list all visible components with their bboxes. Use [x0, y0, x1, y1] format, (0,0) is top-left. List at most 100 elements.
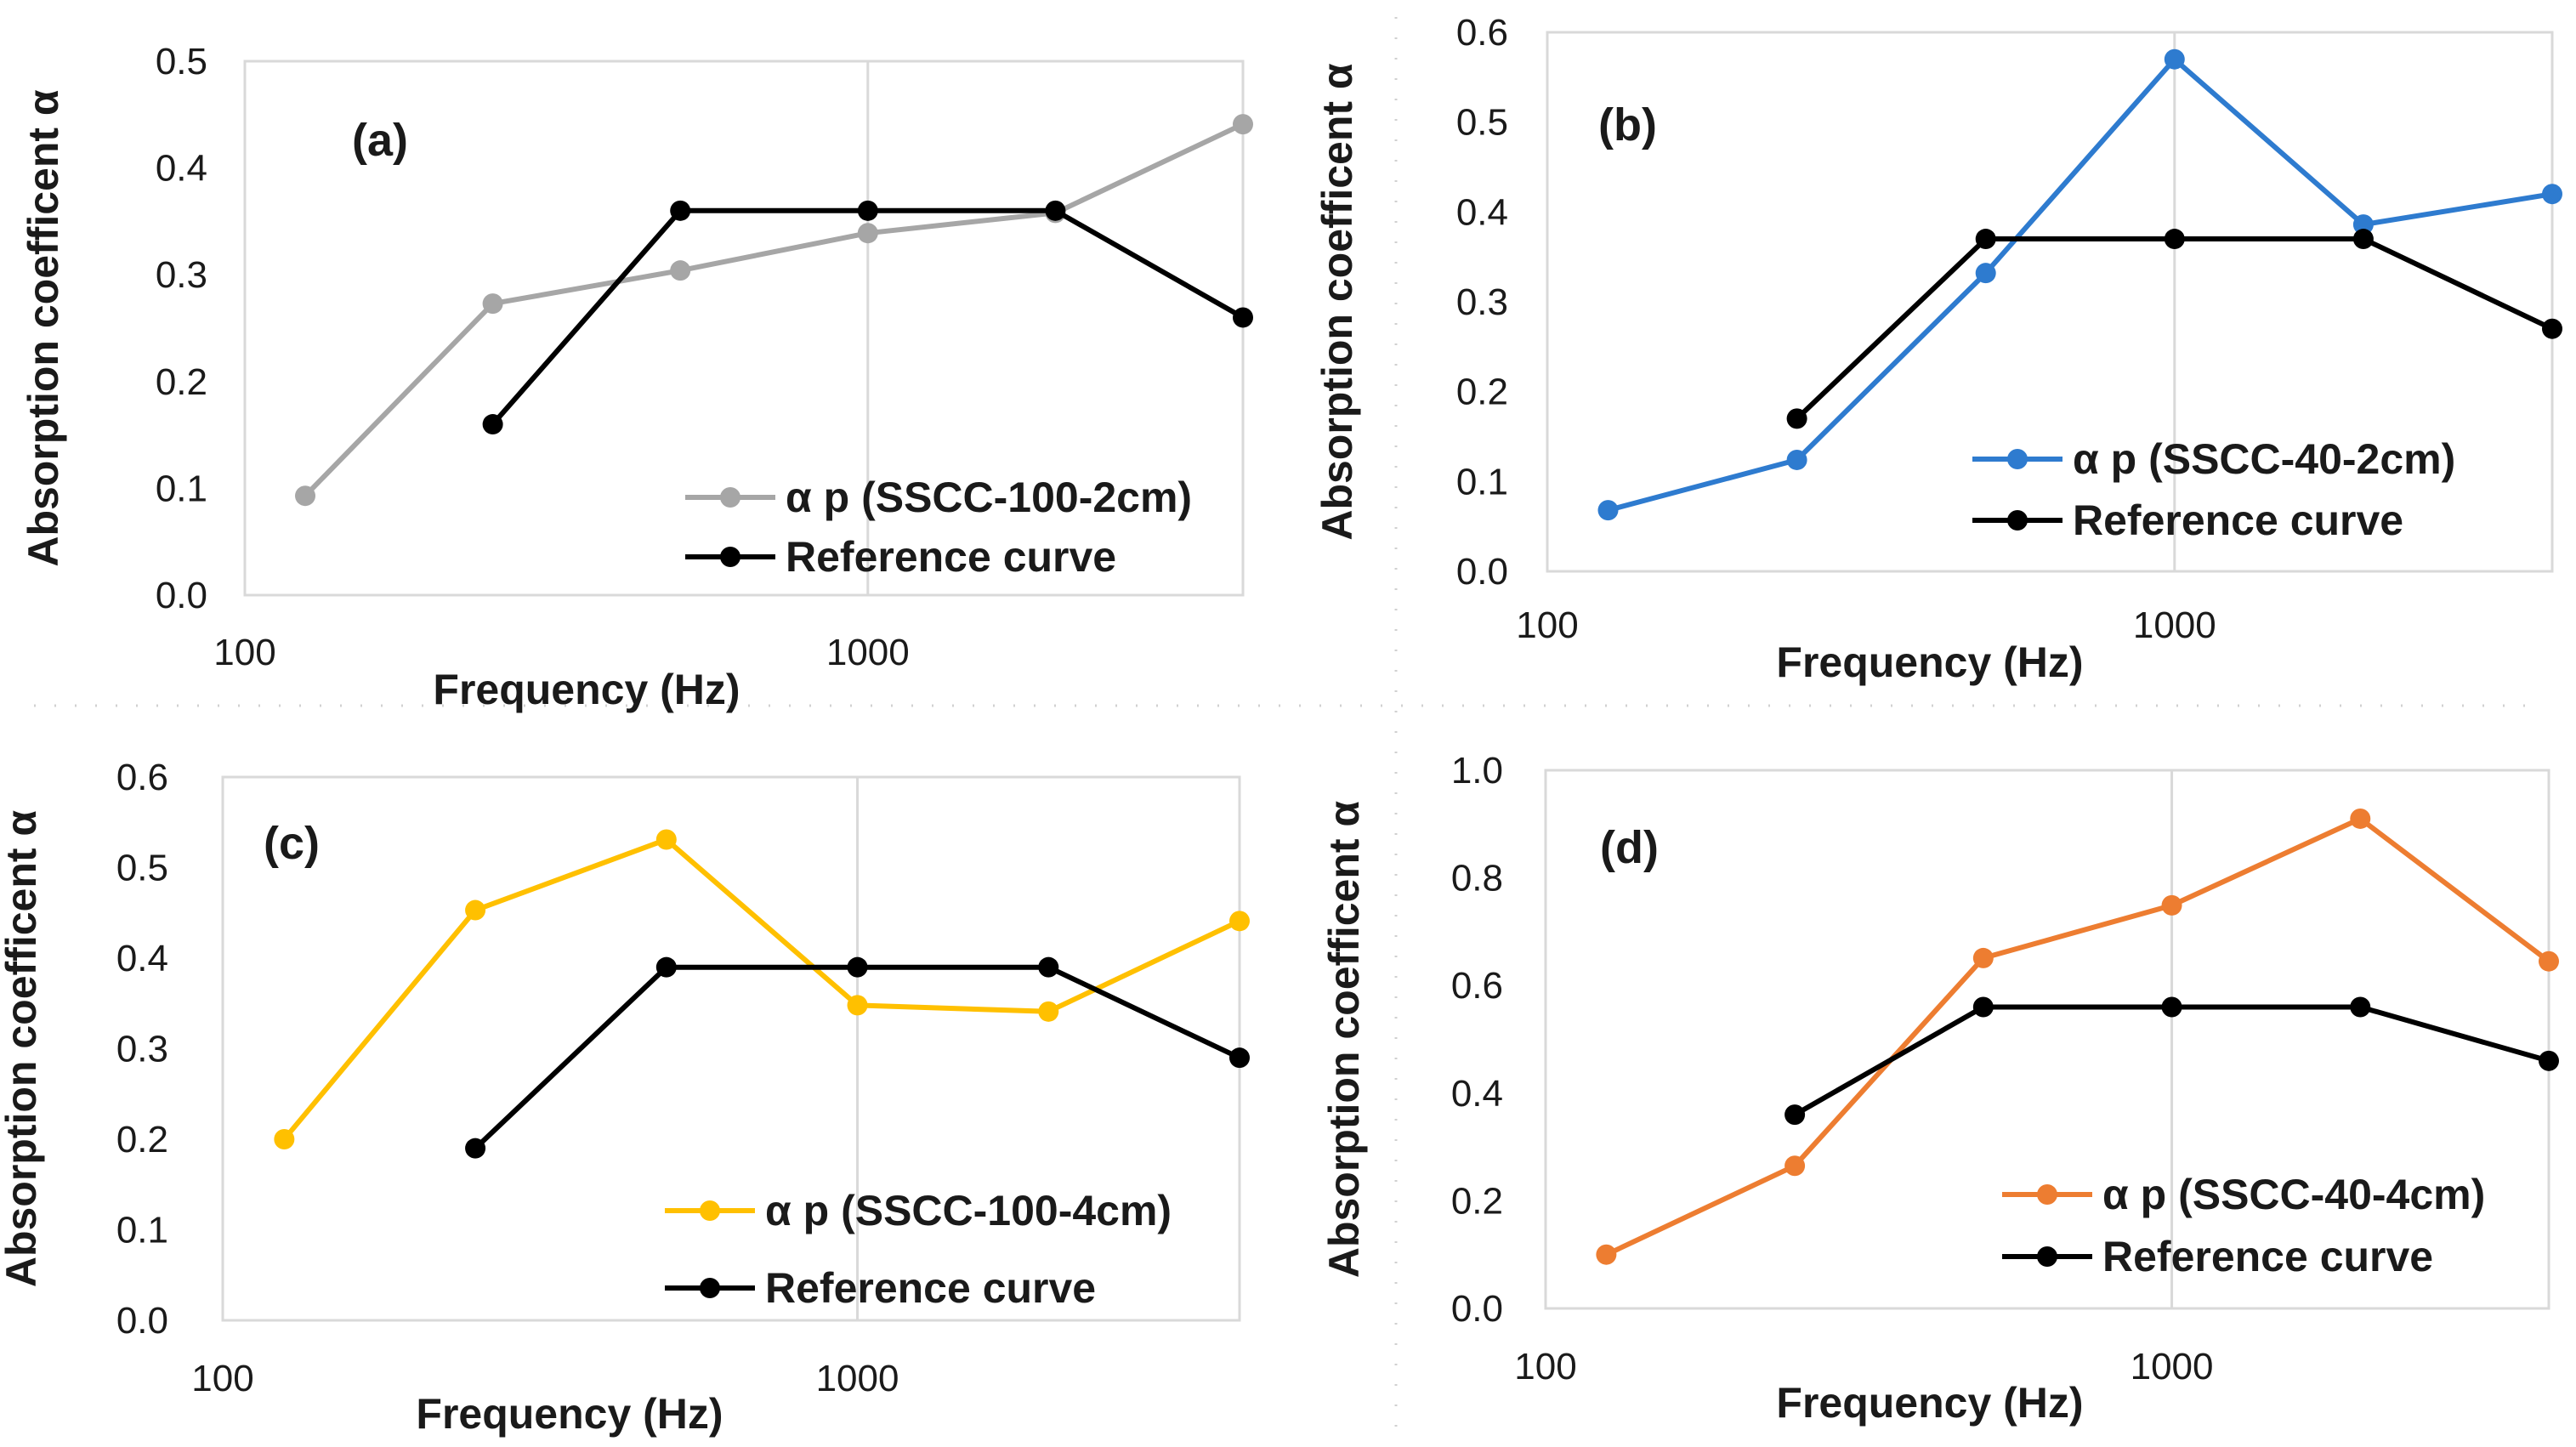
data-point — [670, 260, 691, 281]
series-measured — [1597, 48, 2562, 521]
data-point — [465, 1138, 486, 1159]
plot-area-frame — [1546, 31, 2554, 573]
panel-label: (c) — [264, 818, 320, 869]
legend: α p (SSCC-100-4cm) Reference curve — [665, 1187, 1172, 1312]
legend-label: Reference curve — [2073, 497, 2403, 544]
y-tick-label: 0.3 — [1456, 281, 1508, 323]
legend-swatch-marker — [2037, 1184, 2057, 1205]
y-tick-label: 0.3 — [116, 1029, 168, 1070]
data-point — [2164, 229, 2185, 250]
legend-swatch-marker — [700, 1200, 720, 1221]
legend-swatch-marker — [720, 487, 740, 508]
x-tick-label: 1000 — [2133, 604, 2216, 646]
legend-label: α p (SSCC-40-4cm) — [2102, 1171, 2485, 1218]
data-point — [2542, 184, 2562, 205]
y-tick-label: 0.0 — [116, 1300, 168, 1342]
data-point — [1229, 911, 1250, 932]
y-tick-label: 0.4 — [116, 938, 168, 979]
plot-area-frame — [243, 60, 1245, 597]
legend-swatch-marker — [2037, 1246, 2057, 1267]
plot-area-frame — [1544, 769, 2550, 1310]
y-tick-label: 0.4 — [1456, 191, 1508, 233]
x-axis-title: Frequency (Hz) — [433, 666, 740, 713]
y-tick-label: 0.5 — [1456, 102, 1508, 144]
y-tick-label: 0.2 — [116, 1119, 168, 1160]
data-point — [2542, 318, 2562, 339]
x-axis-title: Frequency (Hz) — [416, 1390, 723, 1438]
y-tick-label: 0.1 — [1456, 461, 1508, 502]
chart-a: 100 1000 0.0 0.1 0.2 0.3 0.4 0.5 Frequency (Hz) A… — [20, 41, 1253, 713]
legend-swatch-marker — [700, 1278, 720, 1298]
panel-label: (d) — [1600, 822, 1659, 873]
y-tick-label: 0.0 — [1456, 551, 1508, 593]
legend: α p (SSCC-40-4cm) Reference curve — [2002, 1171, 2485, 1280]
data-point — [482, 414, 503, 435]
legend-label: Reference curve — [2102, 1233, 2433, 1280]
data-point — [2539, 950, 2559, 972]
panel-label: (b) — [1598, 99, 1657, 150]
x-axis-title: Frequency (Hz) — [1776, 1379, 2083, 1427]
data-point — [2161, 894, 2182, 916]
data-point — [847, 956, 868, 978]
data-point — [655, 956, 677, 978]
legend-label: Reference curve — [786, 533, 1116, 581]
y-tick-label: 0.4 — [1451, 1073, 1503, 1115]
panel-label: (a) — [352, 115, 408, 166]
y-tick-label: 0.6 — [1456, 12, 1508, 54]
series-line — [1607, 56, 2553, 513]
y-tick-label: 0.3 — [156, 254, 207, 296]
y-tick-label: 0.2 — [1451, 1180, 1503, 1222]
y-tick-label: 0.0 — [1451, 1288, 1503, 1330]
y-tick-label: 0.1 — [156, 468, 207, 509]
x-tick-label: 100 — [1514, 1346, 1576, 1387]
data-point — [1229, 1047, 1250, 1069]
y-tick-label: 0.6 — [1451, 965, 1503, 1007]
data-point — [1784, 1155, 1806, 1177]
y-tick-label: 0.4 — [156, 148, 207, 190]
x-tick-label: 100 — [1516, 604, 1578, 646]
x-tick-label: 100 — [191, 1358, 253, 1399]
data-point — [2350, 996, 2371, 1018]
data-point — [1786, 408, 1807, 429]
legend-label: α p (SSCC-100-4cm) — [765, 1187, 1172, 1234]
series-measured — [1596, 808, 2559, 1265]
chart-b: 100 1000 0.0 0.1 0.2 0.3 0.4 0.5 0.6 Frequency (H… — [1314, 12, 2562, 686]
legend-swatch-marker — [2007, 449, 2028, 469]
y-axis-title: Absorption coefficent α — [0, 810, 45, 1288]
y-tick-label: 0.2 — [1456, 372, 1508, 413]
x-tick-label: 1000 — [826, 632, 910, 673]
chart-c: 100 1000 0.0 0.1 0.2 0.3 0.4 0.5 0.6 Frequency (H… — [0, 757, 1250, 1438]
data-point — [1233, 307, 1253, 328]
data-point — [1233, 114, 1253, 135]
series-reference — [465, 956, 1250, 1159]
data-point — [295, 485, 316, 507]
series-line — [303, 122, 1245, 498]
series-measured — [295, 114, 1253, 507]
series-line — [281, 837, 1241, 1141]
y-tick-label: 0.2 — [156, 361, 207, 403]
data-point — [1972, 947, 1994, 968]
y-tick-label: 0.5 — [116, 848, 168, 889]
legend-label: α p (SSCC-40-2cm) — [2073, 435, 2455, 483]
series-measured — [274, 829, 1250, 1149]
chart-d: 100 1000 0.0 0.2 0.4 0.6 0.8 1.0 Frequency (Hz) A… — [1320, 750, 2559, 1427]
y-tick-label: 0.5 — [156, 41, 207, 82]
legend: α p (SSCC-100-2cm) Reference curve — [685, 474, 1192, 581]
x-tick-label: 1000 — [816, 1358, 899, 1399]
data-point — [1975, 229, 1996, 250]
data-point — [2352, 214, 2374, 235]
data-point — [1038, 1001, 1059, 1022]
data-point — [2352, 229, 2374, 250]
series-line — [1605, 816, 2550, 1257]
data-point — [655, 829, 677, 850]
data-point — [670, 200, 691, 221]
data-point — [1972, 996, 1994, 1018]
series-reference — [482, 200, 1253, 435]
data-point — [482, 293, 503, 315]
data-point — [1596, 1244, 1617, 1265]
legend-label: Reference curve — [765, 1264, 1096, 1312]
x-tick-label: 1000 — [2131, 1346, 2214, 1387]
data-point — [1975, 263, 1996, 284]
y-tick-label: 0.6 — [116, 757, 168, 798]
